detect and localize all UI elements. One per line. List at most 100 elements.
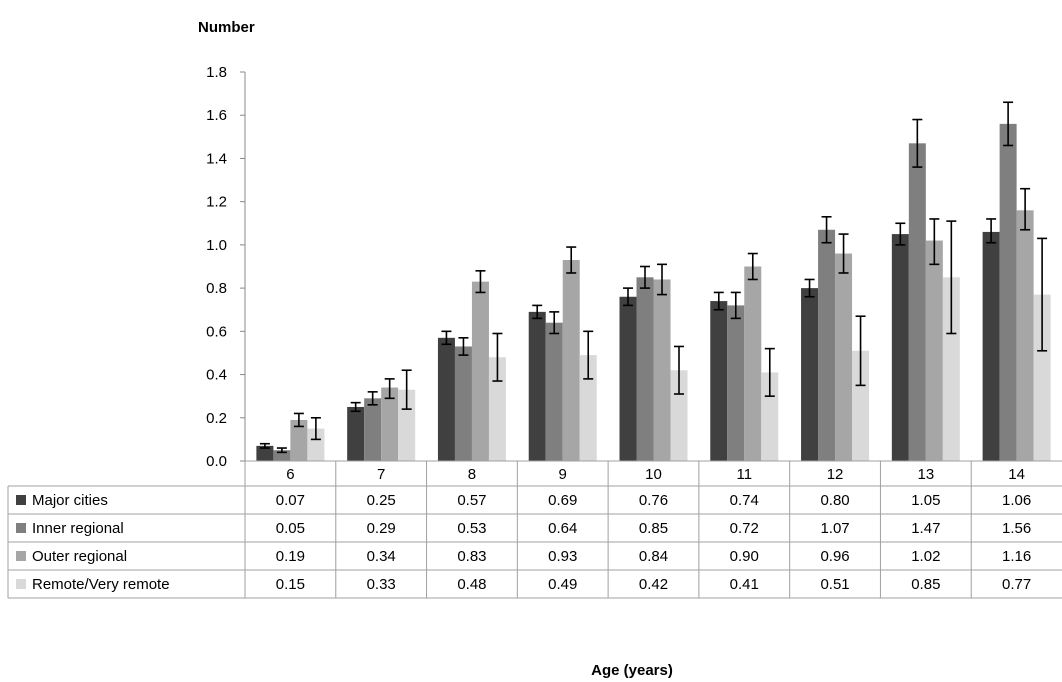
data-label: 0.34: [367, 548, 396, 565]
data-label: 0.57: [457, 492, 486, 509]
data-label: 0.64: [548, 520, 577, 537]
y-tick-label: 1.2: [206, 194, 227, 211]
bar: [818, 229, 836, 461]
bars: [256, 123, 1051, 462]
bar: [619, 296, 637, 461]
legend-label: Major cities: [32, 492, 108, 509]
x-tick-label: 14: [1008, 466, 1025, 483]
y-axis: 0.0 0.2 0.4 0.6 0.8 1.0 1.2 1.4 1.6 1.8: [206, 64, 246, 470]
data-label: 0.15: [276, 576, 305, 593]
bar: [891, 234, 909, 461]
bar: [636, 277, 654, 461]
legend-label: Inner regional: [32, 520, 124, 537]
bar: [801, 288, 819, 461]
x-tick-label: 12: [827, 466, 844, 483]
bar: [670, 370, 688, 461]
x-tick-label: 8: [468, 466, 476, 483]
bar: [982, 231, 1000, 461]
bar: [908, 143, 926, 462]
data-label: 0.83: [457, 548, 486, 565]
bar: [347, 406, 365, 461]
data-label: 0.42: [639, 576, 668, 593]
data-label: 0.84: [639, 548, 668, 565]
data-label: 0.96: [820, 548, 849, 565]
bar: [290, 419, 308, 461]
bar: [852, 350, 870, 461]
bar: [307, 428, 325, 461]
data-label: 1.16: [1002, 548, 1031, 565]
bar: [999, 123, 1017, 461]
legend-swatch: [16, 551, 26, 561]
data-label: 0.93: [548, 548, 577, 565]
bar: [653, 279, 671, 461]
legend-label: Outer regional: [32, 548, 127, 565]
data-label: 0.29: [367, 520, 396, 537]
bar: [942, 277, 960, 461]
bar: [545, 322, 563, 461]
bar: [528, 311, 546, 461]
bar: [364, 398, 382, 461]
x-tick-label: 6: [286, 466, 294, 483]
data-label: 0.76: [639, 492, 668, 509]
data-label: 0.85: [639, 520, 668, 537]
x-axis-title: Age (years): [591, 662, 673, 679]
bar: [925, 240, 943, 461]
x-tick-label: 13: [917, 466, 934, 483]
data-label: 1.47: [911, 520, 940, 537]
data-label: 0.05: [276, 520, 305, 537]
bar: [744, 266, 762, 461]
bar: [273, 450, 291, 461]
legend-label: Remote/Very remote: [32, 576, 170, 593]
y-tick-label: 1.4: [206, 150, 227, 167]
bar: [562, 260, 580, 461]
data-label: 0.69: [548, 492, 577, 509]
data-label: 0.19: [276, 548, 305, 565]
data-label: 0.90: [730, 548, 759, 565]
data-label: 1.05: [911, 492, 940, 509]
bar: [256, 445, 274, 461]
legend-swatch: [16, 495, 26, 505]
bar: [1016, 210, 1034, 461]
y-tick-label: 1.0: [206, 237, 227, 254]
bar: [1033, 294, 1051, 461]
bar: [381, 387, 399, 461]
y-tick-label: 1.6: [206, 107, 227, 124]
x-tick-label: 11: [736, 466, 752, 483]
y-tick-label: 1.8: [206, 64, 227, 81]
data-label: 1.07: [820, 520, 849, 537]
data-label: 0.48: [457, 576, 486, 593]
data-label: 0.41: [730, 576, 759, 593]
bar: [579, 355, 597, 461]
data-label: 0.49: [548, 576, 577, 593]
y-tick-label: 0.2: [206, 410, 227, 427]
bar: [727, 305, 745, 461]
data-label: 0.74: [730, 492, 759, 509]
bar: [454, 346, 472, 461]
error-bars: [259, 101, 1048, 454]
legend-swatch: [16, 523, 26, 533]
data-label: 0.33: [367, 576, 396, 593]
x-tick-label: 9: [559, 466, 567, 483]
bar: [488, 357, 506, 461]
data-label: 1.56: [1002, 520, 1031, 537]
data-label: 0.85: [911, 576, 940, 593]
bar: [710, 301, 728, 461]
data-table: 6 7 8 9 10 11 12 13 14 Major cities 0.07 0.25 0.57 0.…: [7, 460, 1062, 599]
legend-swatch: [16, 579, 26, 589]
y-tick-label: 0.6: [206, 323, 227, 340]
x-tick-label: 7: [377, 466, 385, 483]
x-tick-label: 10: [645, 466, 662, 483]
data-label: 0.77: [1002, 576, 1031, 593]
data-label: 0.25: [367, 492, 396, 509]
bar: [437, 337, 455, 461]
data-label: 0.07: [276, 492, 305, 509]
y-axis-title: Number: [198, 19, 255, 36]
data-label: 0.80: [820, 492, 849, 509]
y-tick-label: 0.8: [206, 280, 227, 297]
bar: [398, 389, 416, 461]
bar: [761, 372, 779, 461]
data-label: 1.02: [911, 548, 940, 565]
bar: [835, 253, 853, 461]
y-tick-label: 0.0: [206, 453, 227, 470]
